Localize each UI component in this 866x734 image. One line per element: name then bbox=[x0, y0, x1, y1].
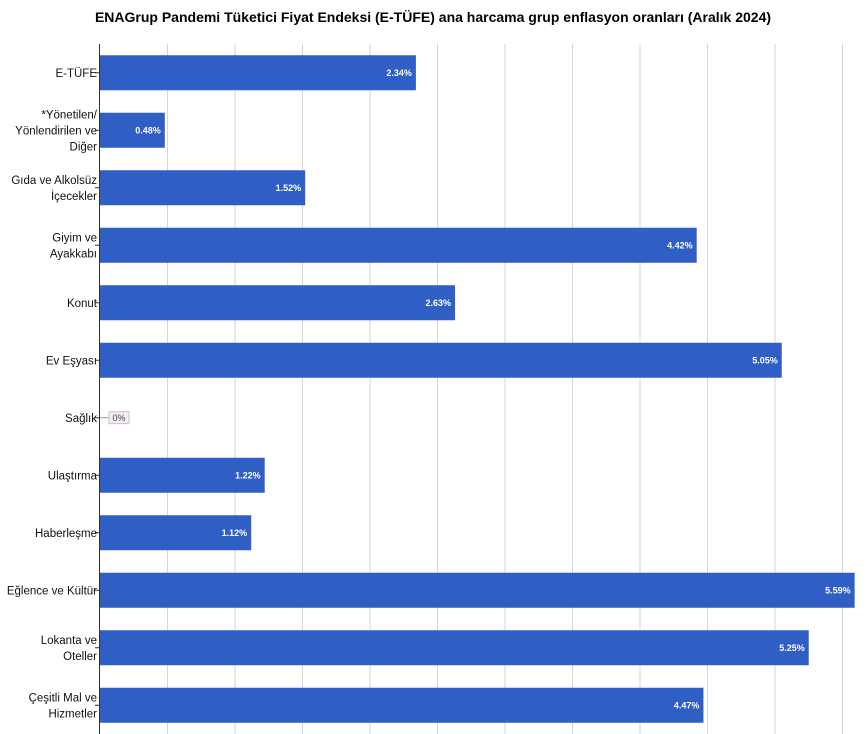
bar-value-label: 5.05% bbox=[752, 355, 778, 365]
bar bbox=[100, 687, 704, 723]
bar-value-label: 4.42% bbox=[667, 240, 693, 250]
category-label: *Yönetilen/Yönlendirilen ve Diğer bbox=[15, 109, 98, 153]
category-label: Ulaştırma bbox=[48, 470, 98, 482]
bar-value-label: 5.25% bbox=[779, 643, 805, 653]
category-label: Ev Eşyası bbox=[46, 355, 97, 367]
category-label: Konut bbox=[67, 298, 98, 310]
bar-value-label: 2.63% bbox=[426, 298, 452, 308]
bars: 2.34% 0.48% 1.52% 4.42% 2.63% 5.05% 0% 1.22% 1.1… bbox=[100, 55, 855, 723]
bar bbox=[100, 342, 782, 378]
category-label: Eğlence ve Kültür bbox=[7, 585, 97, 597]
bar bbox=[100, 630, 809, 666]
bar-value-label: 1.52% bbox=[276, 183, 302, 193]
bar bbox=[100, 227, 697, 263]
bar bbox=[100, 285, 456, 321]
bar-value-label: 0.48% bbox=[135, 125, 161, 135]
gridlines bbox=[167, 44, 843, 734]
chart-title: ENAGrup Pandemi Tüketici Fiyat Endeksi (… bbox=[94, 9, 772, 25]
category-label: Gıda ve Alkolsüz İçecekler bbox=[11, 175, 97, 203]
zero-value-box bbox=[108, 411, 130, 425]
category-label: E-TÜFE bbox=[55, 68, 97, 80]
bar-value-label: 4.47% bbox=[674, 700, 700, 710]
bar bbox=[100, 170, 306, 206]
bar-value-label: 0% bbox=[112, 413, 125, 423]
category-label: Giyim ve Ayakkabı bbox=[50, 232, 97, 260]
category-label: Lokanta ve Oteller bbox=[41, 635, 97, 663]
category-labels: E-TÜFE *Yönetilen/Yönlendirilen ve Diğer Gı… bbox=[7, 68, 100, 720]
bar bbox=[100, 457, 265, 493]
category-label: Çeşitli Mal ve Hizmetler bbox=[29, 692, 98, 720]
bar-value-label: 1.12% bbox=[222, 528, 248, 538]
category-label: Haberleşme bbox=[35, 528, 97, 540]
bar bbox=[100, 515, 252, 551]
bar-value-label: 2.34% bbox=[386, 68, 412, 78]
bar-value-label: 1.22% bbox=[235, 470, 261, 480]
bar bbox=[100, 572, 855, 608]
bar bbox=[100, 55, 416, 91]
category-label: Sağlık bbox=[65, 413, 97, 425]
bar bbox=[100, 112, 165, 148]
bar-value-label: 5.59% bbox=[825, 585, 851, 595]
